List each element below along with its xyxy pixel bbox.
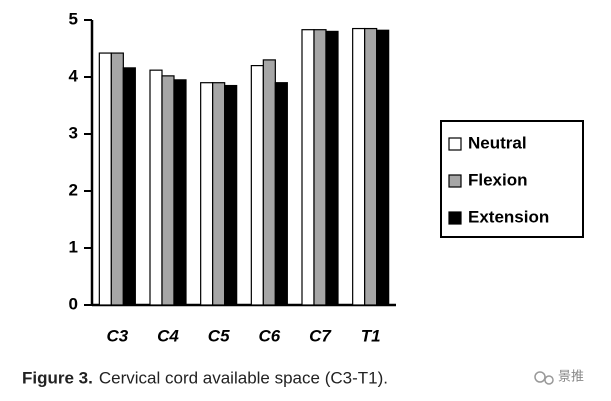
bar <box>122 67 136 306</box>
bar <box>262 59 276 306</box>
bar <box>301 29 315 306</box>
bar <box>313 29 327 306</box>
y-tick-label: 4 <box>69 66 79 85</box>
watermark-icon <box>534 371 554 385</box>
bar <box>250 64 264 306</box>
y-tick-label: 0 <box>69 294 78 313</box>
y-tick-label: 5 <box>69 9 78 28</box>
bar <box>376 29 390 306</box>
bar <box>149 69 163 306</box>
x-tick-label: C5 <box>208 326 230 345</box>
bar <box>212 82 226 306</box>
bar <box>325 30 339 306</box>
y-tick-label: 3 <box>69 123 78 142</box>
bar <box>173 79 187 306</box>
x-tick-label: T1 <box>361 326 381 345</box>
y-tick-label: 2 <box>69 180 78 199</box>
x-tick-label: C3 <box>106 326 128 345</box>
bar <box>200 82 214 306</box>
legend-swatch <box>448 174 462 188</box>
legend-swatch <box>448 137 462 151</box>
bar <box>110 52 124 306</box>
bar <box>161 75 175 306</box>
legend-label: Extension <box>468 207 549 226</box>
legend-swatch <box>448 211 462 225</box>
x-tick-label: C7 <box>309 326 332 345</box>
legend-label: Flexion <box>468 170 528 189</box>
bar <box>98 52 112 306</box>
bar <box>364 27 378 306</box>
x-tick-label: C6 <box>258 326 280 345</box>
x-tick-label: C4 <box>157 326 179 345</box>
caption: Cervical cord available space (C3-T1). <box>99 368 388 387</box>
caption-label: Figure 3. <box>22 368 93 387</box>
bar <box>274 82 288 306</box>
bar <box>352 27 366 306</box>
watermark: 景推 <box>558 368 584 383</box>
y-tick-label: 1 <box>69 237 78 256</box>
legend-label: Neutral <box>468 133 527 152</box>
bar <box>224 84 238 306</box>
legend-box <box>440 120 584 238</box>
